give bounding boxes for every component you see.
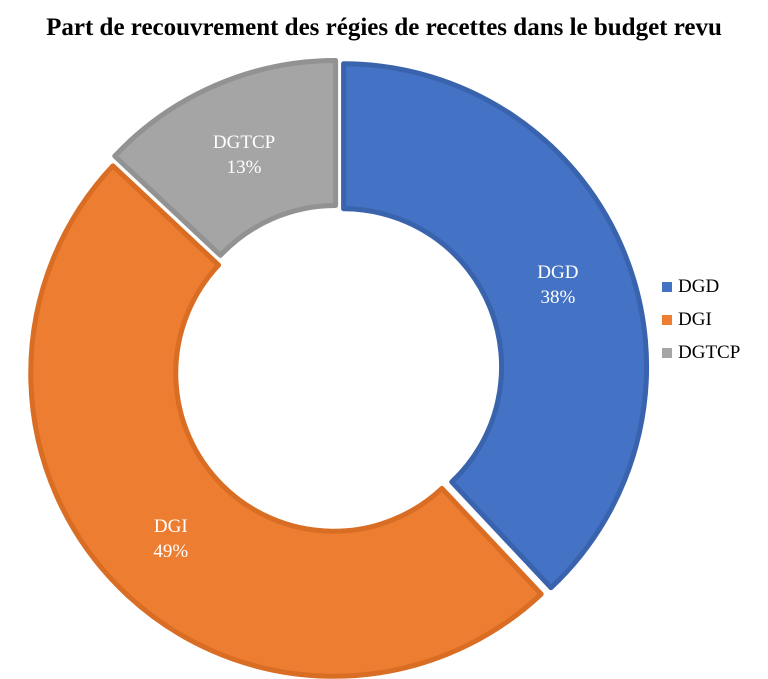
slice-dgtcp[interactable] — [112, 57, 339, 258]
legend-swatch — [662, 281, 672, 292]
legend-swatch — [662, 347, 672, 358]
legend-item-dgtcp[interactable]: DGTCP — [662, 336, 740, 369]
data-label-percent: 13% — [227, 157, 262, 178]
data-label-percent: 49% — [153, 541, 188, 562]
chart-legend: DGD DGI DGTCP — [662, 270, 740, 369]
slice-dgd[interactable] — [341, 61, 650, 591]
slice-dgi[interactable] — [28, 163, 544, 679]
data-label-category: DGD — [537, 262, 578, 283]
legend-label: DGI — [678, 308, 712, 330]
legend-label: DGD — [678, 275, 720, 297]
legend-label: DGTCP — [678, 341, 741, 363]
data-label-percent: 38% — [540, 287, 575, 308]
chart-title: Part de recouvrement des régies de recet… — [46, 14, 722, 41]
legend-item-dgd[interactable]: DGD — [662, 270, 740, 303]
legend-item-dgi[interactable]: DGI — [662, 303, 740, 336]
data-label-category: DGI — [154, 516, 188, 537]
legend-swatch — [662, 314, 672, 325]
data-label-category: DGTCP — [213, 132, 275, 153]
